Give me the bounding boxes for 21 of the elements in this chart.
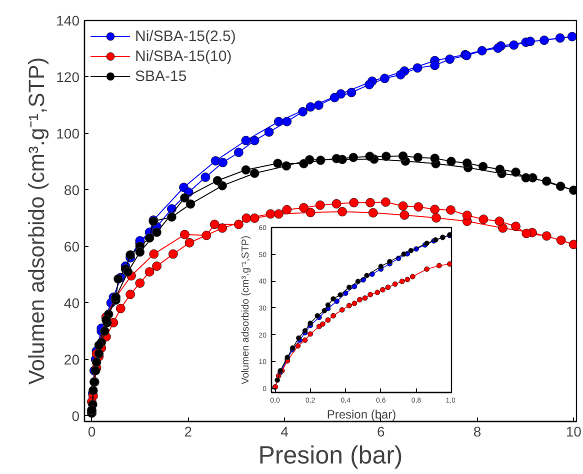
legend-label: Ni/SBA-15(2.5) [135, 28, 236, 44]
y-tick-label: 20 [64, 351, 80, 368]
y-axis-title: Volumen adsorbido (cm³.g⁻¹,STP) [240, 236, 252, 384]
x-tick-label: 0 [88, 424, 96, 440]
x-tick-label: 2 [184, 424, 192, 440]
y-tick-label: 120 [56, 68, 80, 85]
x-axis-title: Presion (bar) [258, 442, 403, 470]
x-tick-label: 6 [376, 424, 385, 440]
y-tick-label: 60 [64, 238, 80, 254]
y-tick-label: 140 [56, 12, 80, 28]
x-tick-label: 4 [280, 424, 289, 440]
x-axis-title: Presion (bar) [326, 408, 396, 422]
y-tick-label: 80 [64, 182, 80, 198]
y-tick-label: 40 [64, 294, 80, 311]
x-tick-label: 8 [473, 424, 482, 440]
legend-label: Ni/SBA-15(10) [135, 48, 232, 64]
y-tick-label: 0 [72, 408, 80, 424]
x-tick-label: 10 [566, 424, 582, 440]
legend-label: SBA-15 [135, 68, 187, 84]
y-tick-label: 100 [56, 125, 80, 142]
y-axis-title: Volumen adsorbido (cm³.g⁻¹,STP) [24, 57, 50, 385]
